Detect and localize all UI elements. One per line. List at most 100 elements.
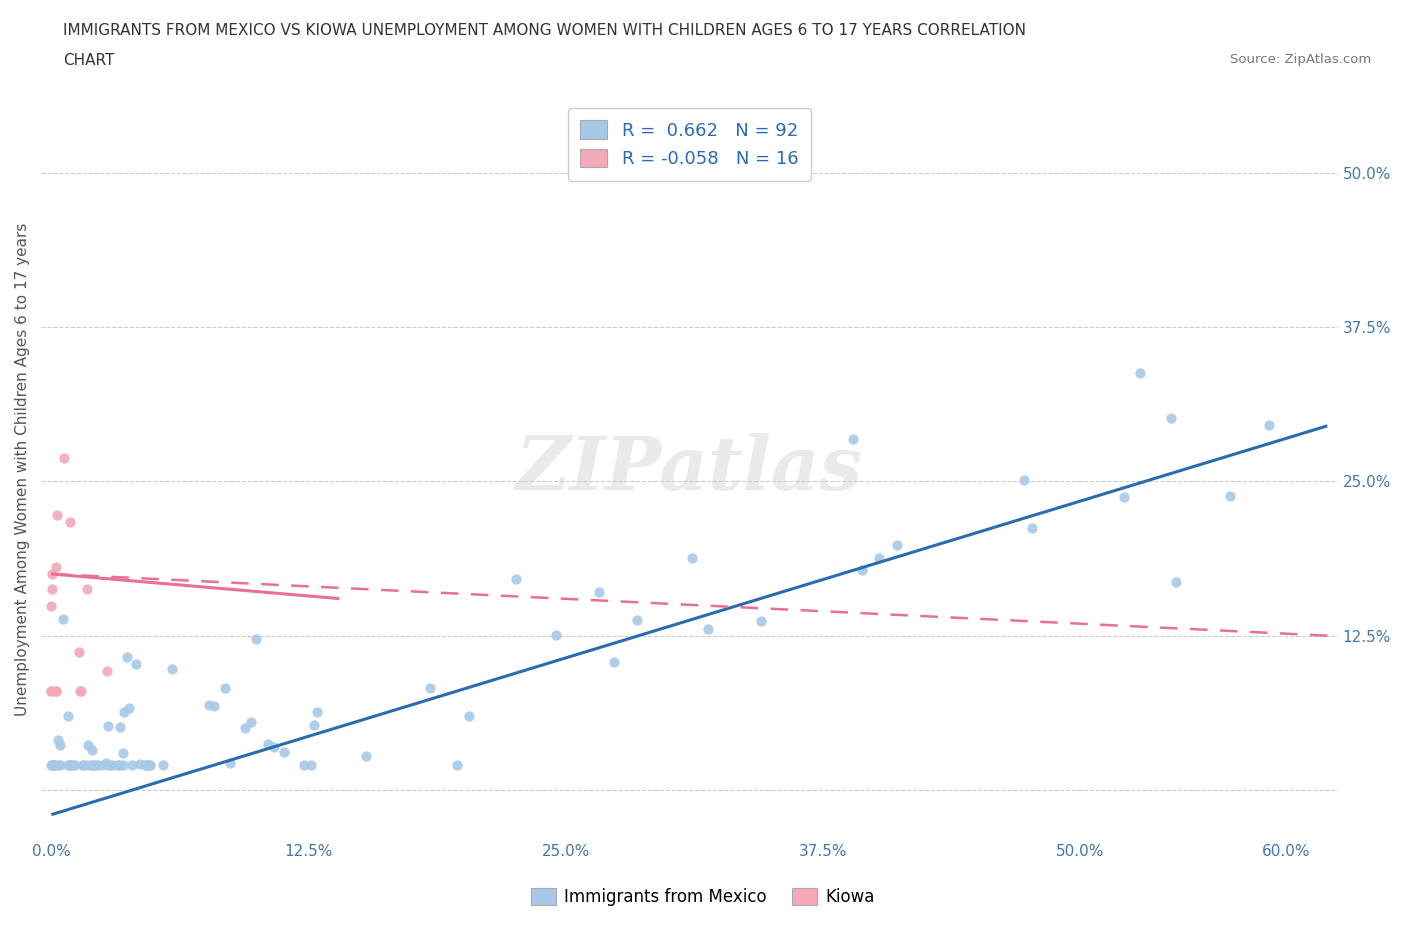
Point	[45, 560, 67, 575]
Point	[202, 698, 225, 713]
Point	[60, 758, 83, 773]
Point	[46, 733, 69, 748]
Point	[48, 758, 70, 773]
Point	[69, 684, 91, 698]
Point	[681, 551, 703, 565]
Point	[80, 742, 103, 757]
Point	[58, 758, 80, 773]
Point	[302, 717, 325, 732]
Point	[98, 758, 121, 773]
Point	[112, 704, 135, 719]
Point	[1219, 489, 1241, 504]
Point	[82, 758, 104, 773]
Text: ZIPatlas: ZIPatlas	[516, 432, 863, 505]
Point	[218, 756, 240, 771]
Point	[240, 714, 263, 729]
Point	[42, 758, 65, 773]
Point	[1257, 418, 1279, 432]
Point	[136, 758, 159, 773]
Point	[1012, 473, 1035, 488]
Point	[80, 758, 103, 773]
Y-axis label: Unemployment Among Women with Children Ages 6 to 17 years: Unemployment Among Women with Children A…	[15, 222, 30, 716]
Point	[1160, 411, 1182, 426]
Point	[46, 508, 69, 523]
Point	[107, 758, 129, 773]
Point	[505, 571, 527, 586]
Point	[111, 758, 134, 773]
Point	[292, 758, 315, 773]
Point	[103, 758, 125, 773]
Point	[446, 758, 468, 773]
Point	[245, 631, 267, 646]
Text: CHART: CHART	[63, 53, 115, 68]
Point	[301, 758, 323, 773]
Legend: Immigrants from Mexico, Kiowa: Immigrants from Mexico, Kiowa	[524, 881, 882, 912]
Text: IMMIGRANTS FROM MEXICO VS KIOWA UNEMPLOYMENT AMONG WOMEN WITH CHILDREN AGES 6 TO: IMMIGRANTS FROM MEXICO VS KIOWA UNEMPLOY…	[63, 23, 1026, 38]
Point	[41, 758, 63, 773]
Point	[86, 758, 108, 773]
Point	[868, 551, 890, 565]
Point	[107, 758, 129, 773]
Point	[48, 758, 70, 773]
Point	[97, 719, 120, 734]
Point	[1164, 575, 1187, 590]
Point	[257, 737, 280, 751]
Point	[135, 758, 157, 773]
Point	[41, 758, 63, 773]
Point	[125, 657, 148, 671]
Point	[110, 720, 132, 735]
Point	[214, 681, 236, 696]
Point	[135, 758, 157, 773]
Point	[41, 567, 63, 582]
Legend: R =  0.662   N = 92, R = -0.058   N = 16: R = 0.662 N = 92, R = -0.058 N = 16	[568, 108, 811, 180]
Point	[457, 709, 479, 724]
Point	[77, 737, 100, 752]
Point	[76, 582, 98, 597]
Point	[139, 758, 162, 773]
Point	[886, 538, 908, 552]
Point	[67, 644, 90, 659]
Point	[96, 664, 118, 679]
Point	[41, 684, 63, 698]
Point	[56, 709, 79, 724]
Point	[45, 684, 67, 698]
Point	[152, 758, 174, 773]
Point	[59, 758, 82, 773]
Point	[273, 744, 295, 759]
Point	[41, 684, 63, 698]
Point	[94, 755, 117, 770]
Point	[263, 739, 285, 754]
Point	[91, 758, 114, 773]
Point	[121, 758, 143, 773]
Point	[162, 662, 184, 677]
Point	[697, 622, 720, 637]
Point	[60, 758, 83, 773]
Point	[1129, 365, 1152, 380]
Point	[112, 746, 135, 761]
Point	[603, 655, 626, 670]
Text: Source: ZipAtlas.com: Source: ZipAtlas.com	[1230, 53, 1371, 66]
Point	[44, 758, 66, 773]
Point	[1112, 489, 1135, 504]
Point	[198, 698, 221, 712]
Point	[588, 585, 610, 600]
Point	[115, 649, 138, 664]
Point	[76, 758, 98, 773]
Point	[65, 758, 87, 773]
Point	[44, 758, 66, 773]
Point	[82, 758, 104, 773]
Point	[117, 700, 139, 715]
Point	[41, 581, 63, 596]
Point	[98, 758, 121, 773]
Point	[305, 705, 328, 720]
Point	[72, 758, 94, 773]
Point	[41, 598, 63, 613]
Point	[59, 514, 82, 529]
Point	[626, 613, 648, 628]
Point	[84, 758, 107, 773]
Point	[419, 680, 441, 695]
Point	[70, 684, 93, 698]
Point	[53, 451, 76, 466]
Point	[138, 758, 160, 773]
Point	[72, 758, 94, 773]
